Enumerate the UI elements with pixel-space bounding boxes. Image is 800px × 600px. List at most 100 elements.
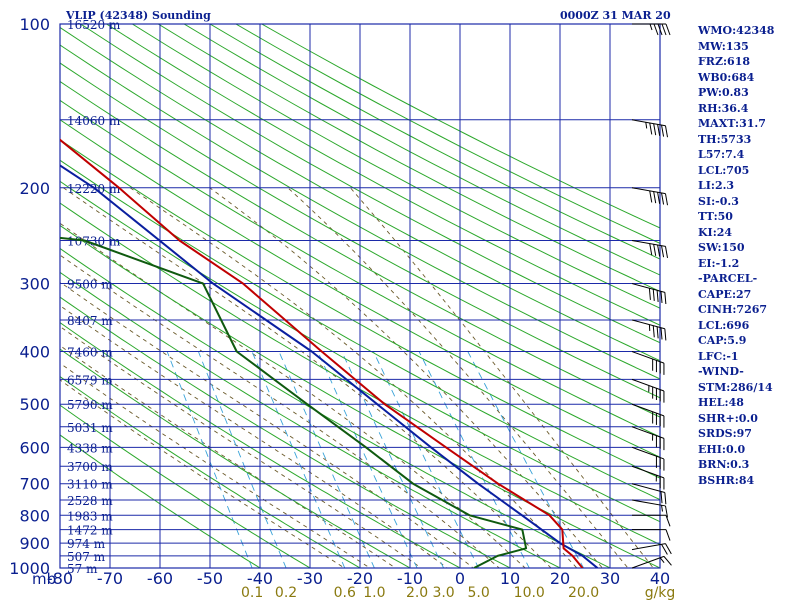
mixing-ratio-line <box>341 351 445 568</box>
plot-frame <box>59 23 661 569</box>
mixing-ratio-line <box>418 351 530 568</box>
index-value: BSHR:84 <box>698 473 755 487</box>
mixing-ratio-label: 0.1 <box>241 585 263 600</box>
height-label: 57 m <box>67 562 98 576</box>
height-label: 14060 m <box>67 114 121 128</box>
pressure-tick-label: 600 <box>19 438 50 457</box>
observation-time: 0000Z 31 MAR 20 <box>560 9 671 22</box>
wind-barb <box>631 465 665 490</box>
index-value: -PARCEL- <box>698 272 758 285</box>
index-value: BRN:0.3 <box>698 458 750 471</box>
moist-adiabat-line <box>287 187 629 568</box>
wind-barb <box>631 426 665 451</box>
index-value: FRZ:618 <box>698 55 751 68</box>
index-value: EHI:0.0 <box>698 442 746 456</box>
index-value: WMO:42348 <box>698 24 775 37</box>
moist-adiabat-line <box>209 187 603 568</box>
wind-barb <box>632 23 671 36</box>
index-value: WB0:684 <box>698 70 755 84</box>
mixing-ratio-label: 20.0 <box>568 585 599 600</box>
pressure-tick-label: 500 <box>19 395 50 414</box>
pressure-tick-label: 100 <box>19 15 50 34</box>
height-label: 8407 m <box>67 314 113 328</box>
pressure-unit-label: mb <box>32 570 56 588</box>
height-label: 2528 m <box>67 494 113 508</box>
wind-barbs <box>631 23 672 569</box>
wind-barb <box>631 239 669 258</box>
temperature-tick-label: -10 <box>397 569 423 588</box>
height-label: 974 m <box>67 537 106 551</box>
dewpoint-trace <box>60 236 528 568</box>
index-value: TH:5733 <box>698 132 752 146</box>
temperature-tick-label: -30 <box>297 569 323 588</box>
temperature-tick-label: -20 <box>347 569 373 588</box>
mixing-ratio-lines <box>166 351 585 568</box>
index-value: KI:24 <box>698 225 733 239</box>
mixing-ratio-line <box>278 351 375 568</box>
temperature-tick-label: 10 <box>500 569 520 588</box>
temperature-tick-label: 0 <box>455 569 465 588</box>
temperature-tick-label: 20 <box>550 569 570 588</box>
mixing-ratio-line <box>251 351 346 568</box>
pressure-tick-label: 1000 <box>9 559 50 578</box>
temperature-tick-label: -80 <box>47 569 73 588</box>
moist-adiabat-line <box>129 187 578 568</box>
index-value: STM:286/14 <box>698 380 773 394</box>
index-value: LFC:-1 <box>698 349 739 363</box>
temperature-tick-label: -70 <box>97 569 123 588</box>
height-label: 4338 m <box>67 441 113 455</box>
wind-barb <box>631 499 669 518</box>
parcel-trace <box>60 164 599 568</box>
pressure-tick-label: 200 <box>19 179 50 198</box>
temperature-tick-label: -40 <box>247 569 273 588</box>
moist-adiabat-line <box>60 325 422 568</box>
wind-barb <box>631 403 665 428</box>
temperature-tick-label: -50 <box>197 569 223 588</box>
height-label: 1983 m <box>67 509 113 523</box>
wind-barb <box>631 351 665 375</box>
moist-adiabat-line <box>60 305 448 568</box>
mixing-ratio-labels: 0.1 0.2 0.6 1.0 2.0 3.0 5.0 10.0 20.0 g/kg <box>241 585 675 600</box>
wind-barb <box>631 543 672 555</box>
index-value: SHR+:0.0 <box>698 411 758 425</box>
height-label: 3700 m <box>67 460 113 474</box>
dry-adiabat-line <box>105 24 660 326</box>
moist-adiabat-line <box>60 379 346 568</box>
moist-adiabat-line <box>60 281 474 568</box>
dry-adiabat-line <box>131 24 660 309</box>
height-label: 9500 m <box>67 278 113 292</box>
index-value: -WIND- <box>698 365 744 378</box>
mixing-ratio-label: 0.2 <box>275 585 297 600</box>
index-value: HEL:48 <box>698 396 744 409</box>
dry-adiabat-line <box>60 26 660 362</box>
height-label: 10730 m <box>67 234 121 248</box>
pressure-tick-label: 900 <box>19 534 50 553</box>
wind-barb <box>631 483 667 505</box>
wind-barb <box>631 187 669 206</box>
dry-adiabat-line <box>60 271 562 568</box>
index-value: CINH:7267 <box>698 303 768 316</box>
mixing-ratio-label: 5.0 <box>467 585 489 600</box>
index-value: SW:150 <box>698 241 745 254</box>
index-value: PW:0.83 <box>698 86 749 99</box>
height-label: 507 m <box>67 550 106 564</box>
dry-adiabat-line <box>60 180 660 523</box>
index-value: MW:135 <box>698 39 749 53</box>
wind-barb <box>631 378 665 403</box>
dry-adiabat-line <box>60 376 361 568</box>
mixing-ratio-label: 3.0 <box>432 585 454 600</box>
index-value: CAP:5.9 <box>698 334 747 347</box>
dry-adiabats <box>60 24 660 568</box>
index-value: LCL:696 <box>698 318 750 332</box>
height-label: 6579 m <box>67 373 113 387</box>
wind-barb <box>632 529 671 541</box>
pressure-tick-label: 300 <box>19 275 50 294</box>
height-label: 5790 m <box>67 398 113 412</box>
pressure-tick-label: 700 <box>19 475 50 494</box>
mixing-ratio-line <box>467 351 585 568</box>
mixing-ratio-line <box>373 351 480 568</box>
mixing-ratio-label: 2.0 <box>406 585 428 600</box>
dry-adiabat-line <box>60 296 512 568</box>
